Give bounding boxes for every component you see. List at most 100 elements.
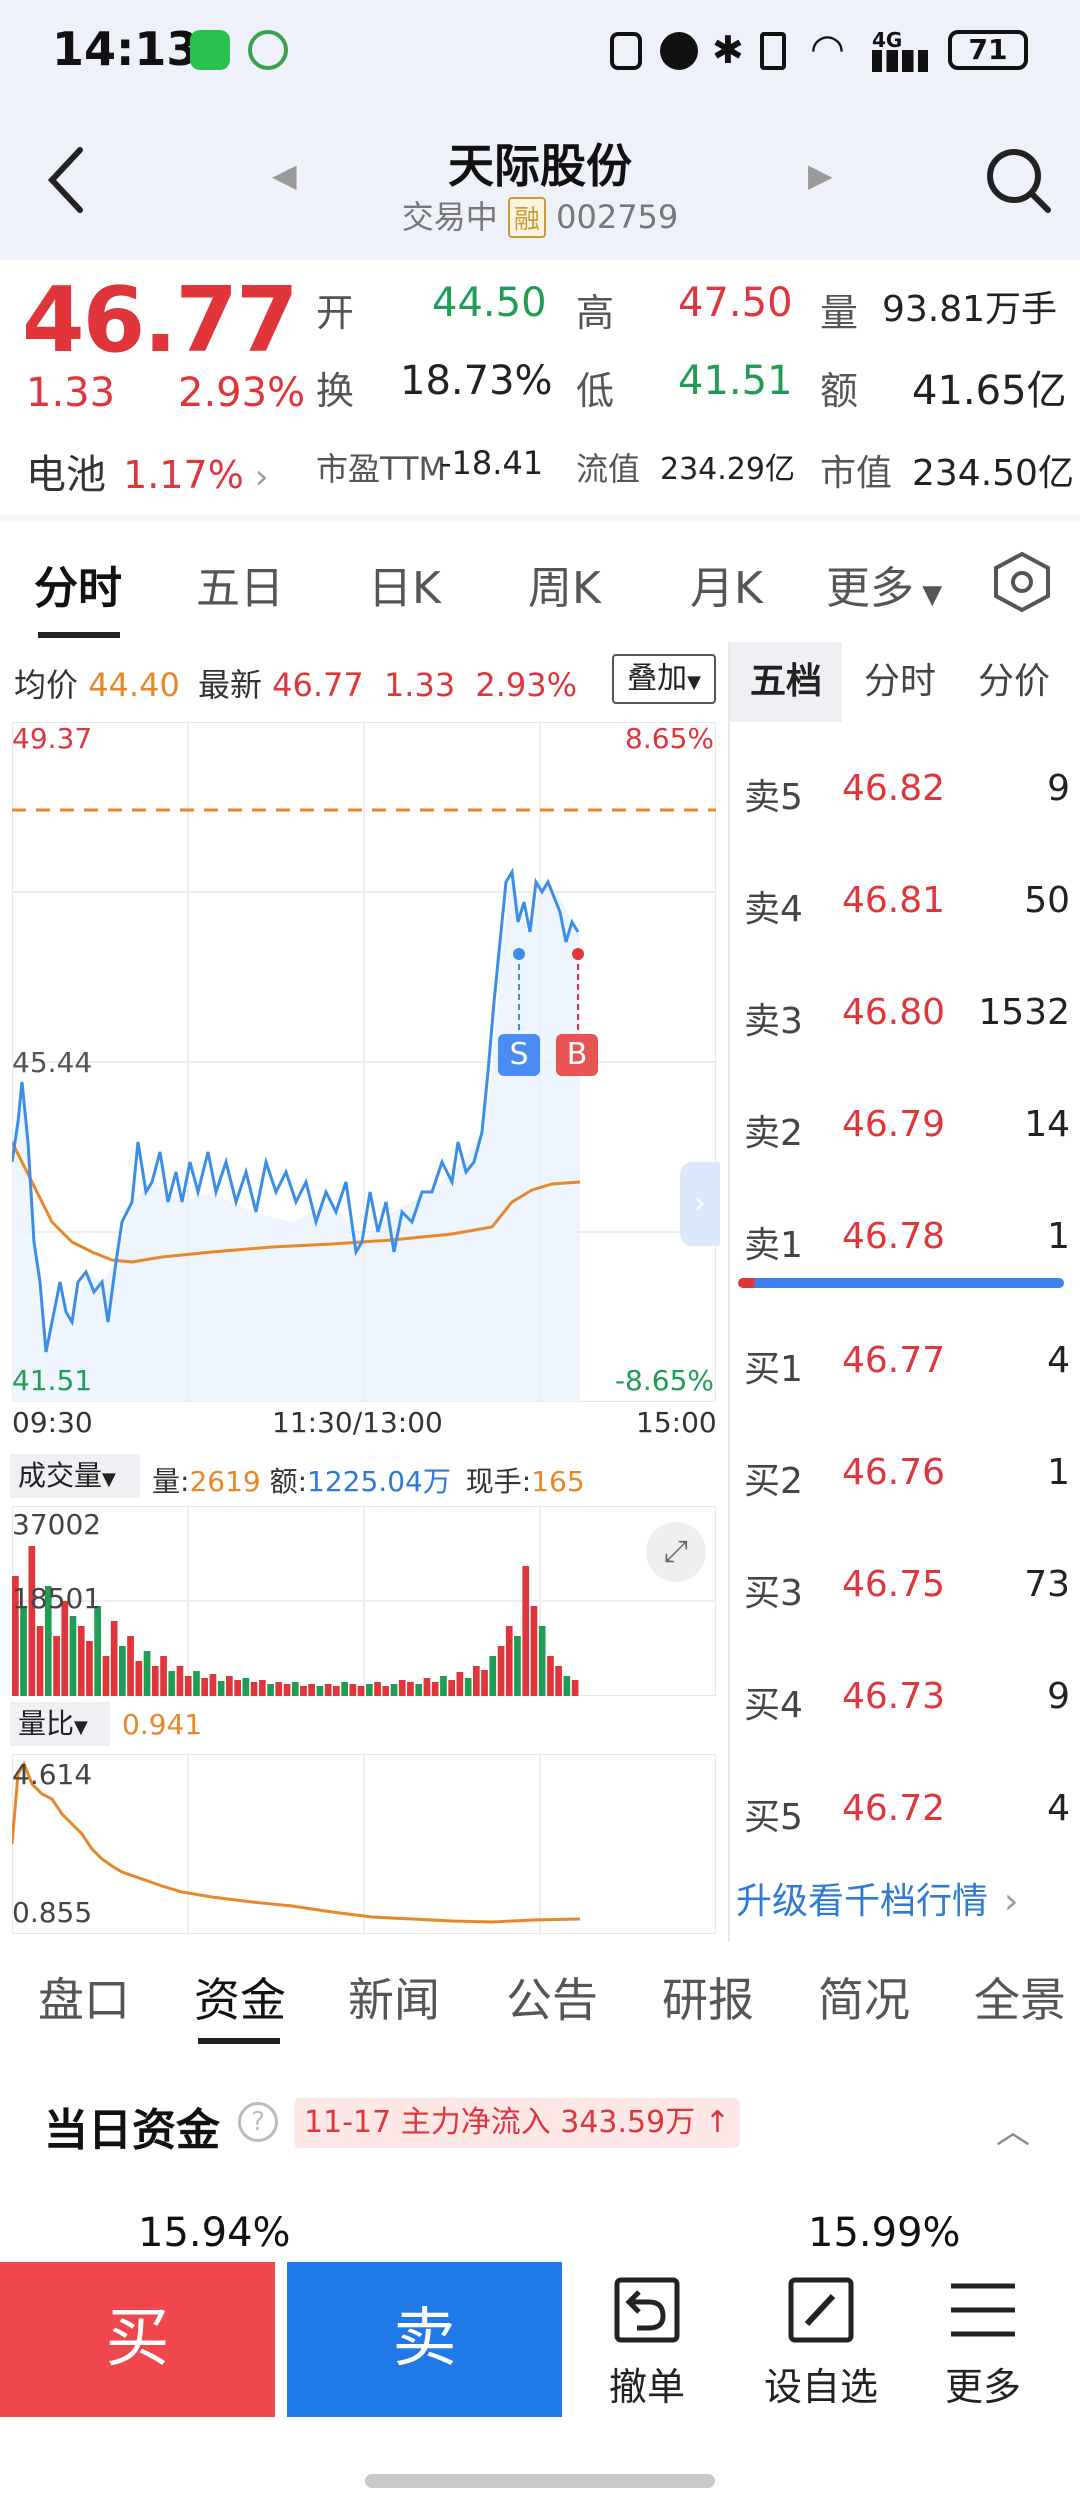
tab-intraday[interactable]: 分时 <box>34 563 122 614</box>
volume-selector-label: 成交量 <box>18 1459 103 1492</box>
tab-overview[interactable]: 全景 <box>974 1973 1066 2027</box>
volume-bar <box>135 1661 143 1696</box>
bid-row[interactable]: 买5 46.72 4 <box>730 1752 1070 1864</box>
bid-row[interactable]: 买3 46.75 73 <box>730 1528 1070 1640</box>
stock-header: ◀ 天际股份 交易中 融 002759 ▶ <box>0 100 1080 260</box>
volume-y-mid: 18501 <box>12 1582 102 1615</box>
help-icon[interactable]: ? <box>238 2102 278 2142</box>
buy-button[interactable]: 买 <box>0 2262 275 2417</box>
ask-price: 46.82 <box>842 768 946 809</box>
sector-pct: 1.17% <box>123 453 244 497</box>
tab-daily-k[interactable]: 日K <box>368 563 441 614</box>
add-watchlist-button[interactable]: 设自选 <box>736 2272 906 2422</box>
ask-level-label: 卖5 <box>744 777 803 818</box>
x-end-label: 15:00 <box>636 1406 717 1439</box>
hand-value: 165 <box>531 1465 585 1498</box>
chart-info-row: 均价 44.40 最新 46.77 1.33 2.93% <box>14 660 577 706</box>
overlay-button[interactable]: 叠加▼ <box>612 654 716 704</box>
ask-row[interactable]: 卖3 46.80 1532 <box>730 956 1070 1068</box>
y-bottom-label: 41.51 <box>12 1364 93 1397</box>
tab-funds[interactable]: 资金 <box>194 1973 286 2027</box>
battery-icon: 71 <box>948 30 1028 70</box>
bottom-action-bar: 买 卖 撤单 设自选 更多 <box>0 2262 1080 2504</box>
tab-news[interactable]: 新闻 <box>348 1973 440 2027</box>
back-button[interactable] <box>40 140 110 220</box>
ask-row[interactable]: 卖2 46.79 14 <box>730 1068 1070 1180</box>
tab-research[interactable]: 研报 <box>662 1973 754 2027</box>
wifi-icon: ◠ <box>810 26 845 72</box>
ask-level-label: 卖1 <box>744 1225 803 1266</box>
price-line <box>12 867 580 1353</box>
volume-bar <box>308 1684 315 1696</box>
y-top-label: 49.37 <box>12 722 93 755</box>
volume-bar <box>530 1606 538 1696</box>
trading-status: 交易中 <box>401 198 498 236</box>
more-menu-button[interactable]: 更多 <box>898 2272 1068 2422</box>
tab-profile[interactable]: 简况 <box>818 1973 910 2027</box>
y-mid-label: 45.44 <box>12 1046 93 1079</box>
overlay-label: 叠加 <box>627 661 688 696</box>
ask-row[interactable]: 卖5 46.82 9 <box>730 732 1070 844</box>
low-label: 低 <box>576 369 615 413</box>
quote-panel: 46.77 1.33 2.93% 开 44.50 高 47.50 量 93.81… <box>0 260 1080 515</box>
ratio-chart-svg <box>12 1754 716 1934</box>
vibrate-icon <box>760 32 786 70</box>
ask-price: 46.79 <box>842 1104 946 1145</box>
chart-tabs: 分时 五日 日K 周K 月K 更多 ▼ <box>0 522 1080 642</box>
bid-price: 46.72 <box>842 1788 946 1829</box>
ask-volume: 50 <box>1024 880 1070 921</box>
chevron-right-icon: › <box>254 457 269 497</box>
intraday-chart-panel: 均价 44.40 最新 46.77 1.33 2.93% 叠加▼ S B › 4… <box>0 642 728 1942</box>
bid-level-label: 买1 <box>744 1349 803 1390</box>
volume-bar <box>267 1684 274 1696</box>
bid-row[interactable]: 买1 46.77 4 <box>730 1304 1070 1416</box>
bid-volume: 1 <box>1047 1452 1070 1493</box>
volume-bar <box>514 1636 521 1696</box>
volume-bar <box>77 1626 85 1696</box>
search-button[interactable] <box>984 146 1054 220</box>
buy-marker[interactable]: B <box>556 1034 598 1076</box>
bid-row[interactable]: 买2 46.76 1 <box>730 1416 1070 1528</box>
book-tab-five-level[interactable]: 五档 <box>730 642 842 722</box>
volume-selector[interactable]: 成交量▼ <box>10 1454 140 1498</box>
bid-volume: 9 <box>1047 1676 1070 1717</box>
bid-list: 买1 46.77 4 买2 46.76 1 买3 46.75 73 买4 46.73 9 买5 46.72… <box>730 1304 1080 1864</box>
sell-button[interactable]: 卖 <box>287 2262 562 2417</box>
cancel-order-button[interactable]: 撤单 <box>562 2272 732 2422</box>
collapse-button[interactable]: ︿ <box>996 2112 1030 2152</box>
sector-link[interactable]: 电池 1.17% › <box>26 442 286 502</box>
tab-more[interactable]: 更多 ▼ <box>826 552 942 616</box>
tab-announcements[interactable]: 公告 <box>506 1973 598 2027</box>
ask-row[interactable]: 卖4 46.81 50 <box>730 844 1070 956</box>
tab-monthly-k[interactable]: 月K <box>690 563 763 614</box>
volume-bar <box>505 1626 513 1696</box>
chart-settings-button[interactable] <box>990 550 1054 618</box>
volume-bar <box>333 1686 340 1696</box>
wechat-icon <box>190 30 230 70</box>
side-panel-toggle[interactable]: › <box>680 1162 720 1246</box>
volume-bar <box>522 1566 530 1696</box>
ratio-line <box>12 1760 581 1924</box>
sell-marker[interactable]: S <box>498 1034 540 1076</box>
tab-weekly-k[interactable]: 周K <box>528 563 601 614</box>
book-tab-ticks[interactable]: 分时 <box>863 661 936 702</box>
volume-bar <box>234 1680 241 1696</box>
bid-volume: 4 <box>1047 1340 1070 1381</box>
ratio-selector[interactable]: 量比▼ <box>10 1702 110 1746</box>
stock-code: 002759 <box>556 198 679 236</box>
volume-bar <box>168 1671 176 1696</box>
upgrade-depth-link[interactable]: 升级看千档行情 › <box>736 1872 1018 1924</box>
tab-five-day[interactable]: 五日 <box>196 563 284 614</box>
book-tab-price-dist[interactable]: 分价 <box>977 661 1050 702</box>
tab-market[interactable]: 盘口 <box>38 1973 130 2027</box>
ask-price: 46.81 <box>842 880 946 921</box>
bid-price: 46.76 <box>842 1452 946 1493</box>
expand-chart-button[interactable]: ⤢ <box>646 1522 706 1582</box>
amount-label: 额 <box>820 369 859 413</box>
volume-bar <box>151 1666 159 1696</box>
prev-stock-button[interactable]: ◀ <box>272 156 297 194</box>
volume-bar <box>250 1682 258 1696</box>
next-stock-button[interactable]: ▶ <box>808 156 833 194</box>
bid-row[interactable]: 买4 46.73 9 <box>730 1640 1070 1752</box>
ask-row[interactable]: 卖1 46.78 1 <box>730 1180 1070 1292</box>
